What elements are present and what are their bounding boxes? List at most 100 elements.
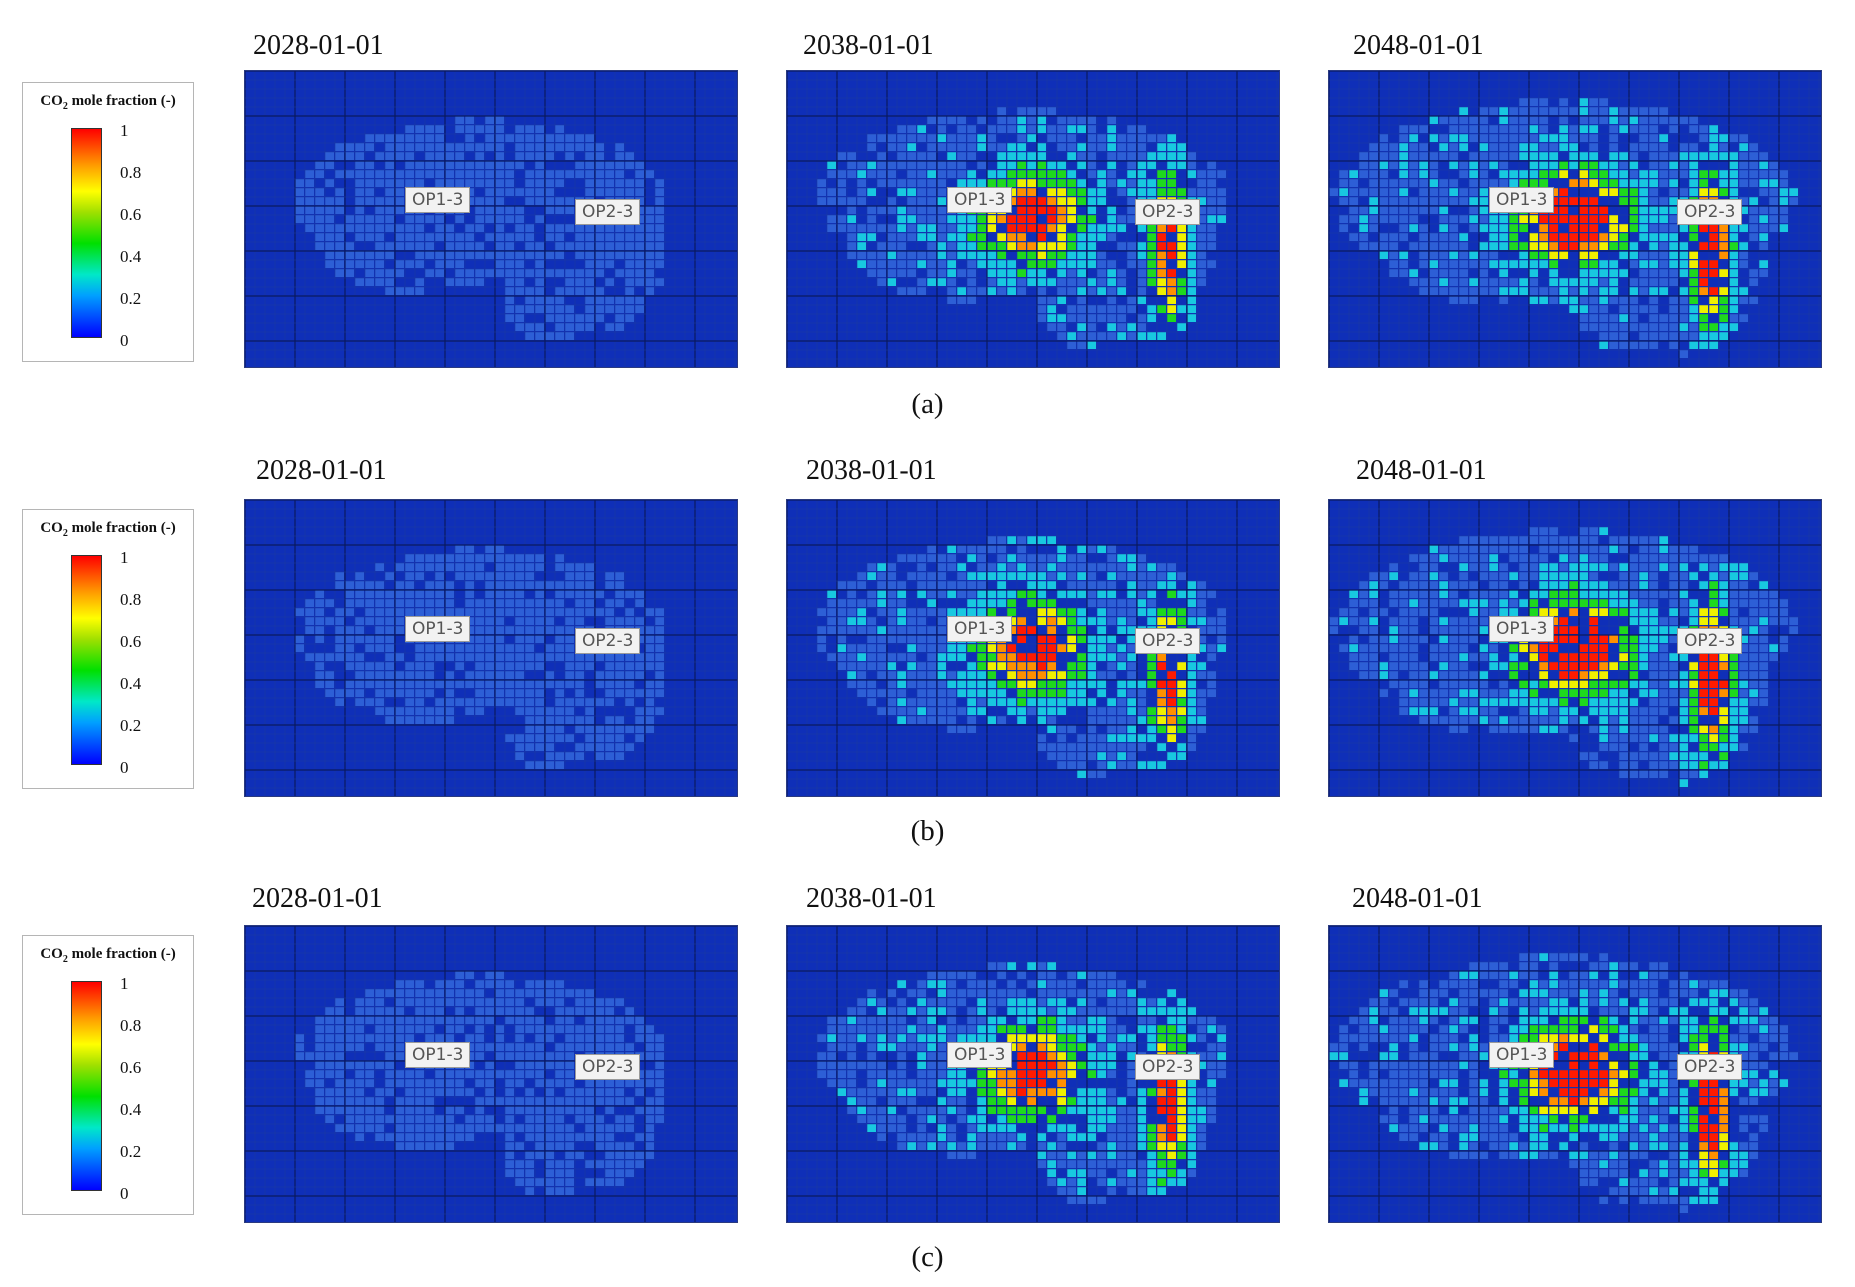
plume-cell	[917, 287, 926, 295]
plume-cell	[405, 698, 414, 706]
plume-cell	[847, 590, 856, 598]
plume-cell	[1459, 107, 1468, 115]
plume-cell	[395, 671, 404, 679]
plume-cell	[907, 179, 916, 187]
plume-cell	[1157, 581, 1166, 589]
plume-cell	[465, 269, 474, 277]
plume-cell	[515, 653, 524, 661]
plume-cell	[927, 716, 936, 724]
plume-cell	[1027, 197, 1036, 205]
plume-cell	[1749, 224, 1758, 232]
plume-cell	[937, 671, 946, 679]
plume-cell	[335, 251, 344, 259]
plume-cell	[535, 1106, 544, 1114]
plume-cell	[907, 626, 916, 634]
plume-cell	[475, 644, 484, 652]
plume-cell	[897, 581, 906, 589]
plume-cell	[977, 698, 986, 706]
plume-cell	[465, 608, 474, 616]
plume-cell	[857, 689, 866, 697]
plume-cell	[1579, 134, 1588, 142]
plume-cell	[1177, 260, 1186, 268]
plume-cell	[1067, 554, 1076, 562]
plume-cell	[1037, 125, 1046, 133]
plume-cell	[1499, 716, 1508, 724]
plume-cell	[847, 251, 856, 259]
plume-cell	[1107, 143, 1116, 151]
plume-cell	[585, 998, 594, 1006]
plume-cell	[1057, 563, 1066, 571]
plume-cell	[395, 1115, 404, 1123]
plume-cell	[365, 680, 374, 688]
plume-cell	[435, 599, 444, 607]
plume-cell	[1057, 707, 1066, 715]
plume-cell	[1589, 242, 1598, 250]
plume-cell	[385, 215, 394, 223]
plume-cell	[1629, 152, 1638, 160]
plume-cell	[595, 752, 604, 760]
plume-cell	[375, 617, 384, 625]
plume-cell	[1729, 152, 1738, 160]
plume-cell	[655, 233, 664, 241]
plume-cell	[585, 716, 594, 724]
plume-cell	[315, 608, 324, 616]
plume-cell	[655, 680, 664, 688]
plume-cell	[405, 134, 414, 142]
plume-cell	[1047, 296, 1056, 304]
plume-cell	[1479, 287, 1488, 295]
plume-cell	[1369, 617, 1378, 625]
plume-cell	[1589, 296, 1598, 304]
plume-cell	[385, 1088, 394, 1096]
plume-cell	[1077, 671, 1086, 679]
plume-cell	[1167, 305, 1176, 313]
plume-cell	[1699, 770, 1708, 778]
plume-cell	[1177, 305, 1186, 313]
plume-cell	[1749, 296, 1758, 304]
plume-cell	[1027, 179, 1036, 187]
plume-cell	[1439, 179, 1448, 187]
plume-cell	[1449, 590, 1458, 598]
plume-cell	[1037, 644, 1046, 652]
plume-cell	[1419, 179, 1428, 187]
plume-cell	[495, 134, 504, 142]
plume-cell	[385, 572, 394, 580]
plume-cell	[1749, 689, 1758, 697]
plume-cell	[1167, 251, 1176, 259]
plume-cell	[645, 653, 654, 661]
plume-cell	[565, 152, 574, 160]
plume-cell	[837, 170, 846, 178]
plume-cell	[475, 1025, 484, 1033]
plume-cell	[565, 287, 574, 295]
plume-cell	[345, 1088, 354, 1096]
plume-cell	[455, 152, 464, 160]
plume-cell	[615, 1088, 624, 1096]
plume-cell	[967, 581, 976, 589]
plume-cell	[907, 707, 916, 715]
colorbar	[71, 555, 102, 765]
plume-cell	[565, 653, 574, 661]
plume-cell	[1007, 143, 1016, 151]
plume-cell	[827, 617, 836, 625]
plume-cell	[1649, 170, 1658, 178]
plume-cell	[415, 1115, 424, 1123]
plume-cell	[545, 1106, 554, 1114]
plume-cell	[1719, 572, 1728, 580]
plume-cell	[1599, 734, 1608, 742]
plume-cell	[957, 134, 966, 142]
plume-cell	[1679, 224, 1688, 232]
plume-cell	[1087, 617, 1096, 625]
plume-cell	[1429, 170, 1438, 178]
plume-cell	[385, 224, 394, 232]
plume-cell	[635, 188, 644, 196]
plume-cell	[937, 170, 946, 178]
plume-cell	[1187, 233, 1196, 241]
plume-cell	[1609, 287, 1618, 295]
plume-cell	[1559, 617, 1568, 625]
plume-cell	[615, 242, 624, 250]
plume-cell	[897, 626, 906, 634]
plume-cell	[1489, 662, 1498, 670]
plume-cell	[345, 626, 354, 634]
plume-cell	[355, 1097, 364, 1105]
plume-cell	[1097, 233, 1106, 241]
plume-cell	[1067, 215, 1076, 223]
